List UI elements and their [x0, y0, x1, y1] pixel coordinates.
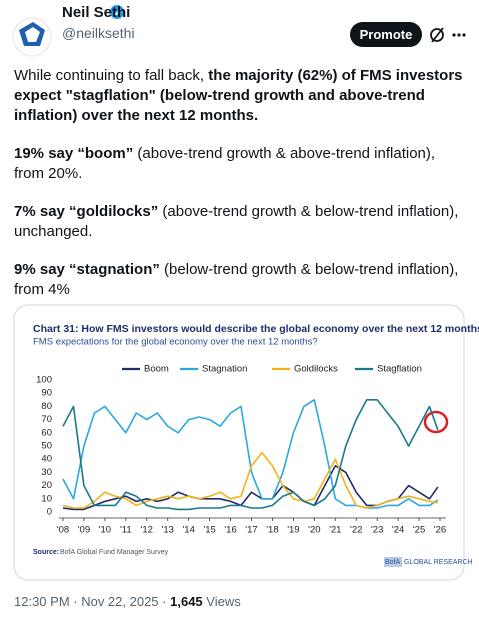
source-label: Source: — [33, 549, 59, 556]
x-tick-label: '25 — [413, 525, 425, 536]
y-tick-label: 70 — [41, 414, 52, 425]
text-segment: (above-trend growth & above-trend inflat… — [14, 145, 436, 182]
x-tick-label: '21 — [329, 525, 341, 536]
x-tick-label: '10 — [99, 525, 111, 536]
series-line — [62, 451, 439, 509]
paragraph: While continuing to fall back, the major… — [14, 66, 469, 126]
series-line — [62, 399, 439, 511]
text-segment: 7% say “goldilocks” — [14, 203, 159, 220]
separator: · — [162, 594, 167, 609]
paragraph: 7% say “goldilocks” (above-trend growth … — [14, 202, 469, 242]
x-tick-label: '24 — [392, 525, 404, 536]
legend-label: Stagnation — [202, 364, 247, 375]
y-tick-label: 30 — [41, 467, 52, 478]
x-tick-label: '09 — [78, 525, 90, 536]
user-name[interactable]: Neil Sethi — [62, 4, 131, 21]
x-tick-label: '18 — [266, 525, 278, 536]
x-tick-label: '22 — [350, 525, 362, 536]
y-tick-label: 90 — [41, 388, 52, 399]
x-tick-label: '19 — [287, 525, 299, 536]
text-segment: While continuing to fall back, — [14, 67, 209, 84]
paragraph: 19% say “boom” (above-trend growth & abo… — [14, 144, 469, 184]
chart-card — [13, 304, 465, 581]
y-tick-label: 0 — [47, 507, 52, 518]
legend-label: Goldilocks — [294, 364, 338, 375]
text-segment: (below-trend growth & below-trend inflat… — [14, 261, 459, 298]
y-tick-label: 50 — [41, 441, 52, 452]
x-tick-label: '26 — [434, 525, 446, 536]
x-tick-label: '23 — [371, 525, 383, 536]
brand: BofA — [385, 559, 401, 566]
views-count: 1,645 — [170, 594, 203, 609]
grok-icon[interactable] — [430, 27, 444, 43]
x-tick-label: '17 — [245, 525, 257, 536]
tweet-text: While continuing to fall back, the major… — [14, 66, 469, 318]
more-icon[interactable] — [452, 33, 466, 37]
x-tick-label: '13 — [162, 525, 174, 536]
chart-subtitle: FMS expectations for the global economy … — [33, 337, 318, 348]
legend-label: Stagflation — [377, 364, 422, 375]
text-segment: 9% say “stagnation” — [14, 261, 160, 278]
y-tick-label: 100 — [36, 375, 52, 386]
highlight-circle — [423, 410, 449, 434]
x-tick-label: '16 — [224, 525, 236, 536]
x-tick-label: '14 — [182, 525, 194, 536]
x-tick-label: '12 — [141, 525, 153, 536]
tweet-footer: 12:30 PM · Nov 22, 2025 · 1,645 Views — [14, 594, 241, 609]
text-segment: (above-trend growth & below-trend inflat… — [14, 203, 459, 240]
timestamp[interactable]: 12:30 PM · Nov 22, 2025 — [14, 594, 159, 609]
x-tick-label: '15 — [203, 525, 215, 536]
user-handle[interactable]: @neilksethi — [62, 25, 135, 41]
x-tick-label: '11 — [120, 525, 132, 536]
source: BofA Global Fund Manager Survey — [60, 549, 169, 556]
x-tick-label: '08 — [57, 525, 69, 536]
chart-title: Chart 31: How FMS investors would descri… — [33, 323, 479, 335]
y-tick-label: 40 — [41, 454, 52, 465]
verified-badge — [110, 5, 124, 19]
paragraph: 9% say “stagnation” (below-trend growth … — [14, 260, 469, 300]
views-label: Views — [206, 594, 241, 609]
brand-highlight — [384, 557, 402, 567]
y-tick-label: 10 — [41, 493, 52, 504]
promote-button[interactable]: Promote — [350, 22, 422, 47]
text-segment: the majority (62%) of FMS investors expe… — [14, 67, 463, 124]
y-tick-label: 20 — [41, 480, 52, 491]
text-segment: 19% say “boom” — [14, 145, 134, 162]
x-tick-label: '20 — [308, 525, 320, 536]
series-line — [62, 399, 439, 509]
legend-label: Boom — [144, 364, 169, 375]
avatar — [12, 17, 52, 57]
brand-sub: GLOBAL RESEARCH — [404, 559, 473, 566]
y-tick-label: 80 — [41, 401, 52, 412]
y-tick-label: 60 — [41, 427, 52, 438]
